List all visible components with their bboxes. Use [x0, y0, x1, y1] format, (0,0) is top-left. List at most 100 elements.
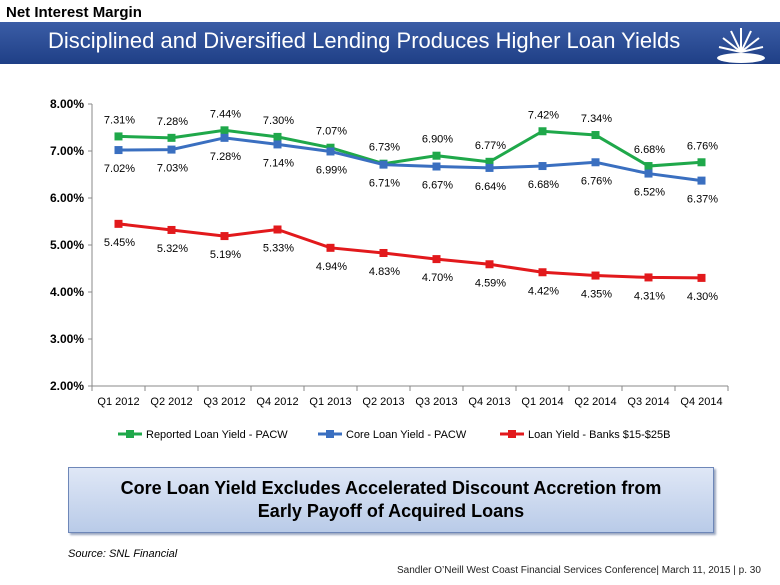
data-point	[273, 140, 282, 149]
loan-yield-chart: 2.00% 3.00% 4.00% 5.00% 6.00% 7.00% 8.00% Q1 20…	[50, 97, 729, 441]
x-tick-label: Q4 2012	[256, 396, 298, 408]
data-point	[644, 273, 653, 282]
x-tick-label: Q3 2012	[203, 396, 245, 408]
data-label: 4.70%	[422, 272, 453, 284]
data-point	[114, 146, 123, 155]
source-note: Source: SNL Financial	[68, 548, 178, 560]
data-label: 5.33%	[263, 242, 294, 254]
x-tick-label: Q1 2013	[309, 396, 351, 408]
data-label: 6.67%	[422, 180, 453, 192]
data-label: 6.68%	[528, 179, 559, 191]
legend-label: Core Loan Yield - PACW	[346, 429, 467, 441]
legend-marker	[326, 430, 334, 438]
data-point	[167, 133, 176, 142]
x-tick-label: Q1 2014	[521, 396, 563, 408]
data-label: 5.19%	[210, 249, 241, 261]
legend-marker	[508, 430, 516, 438]
y-tick-label: 4.00%	[50, 285, 84, 299]
series-line-2	[118, 222, 702, 280]
x-tick-label: Q2 2014	[574, 396, 616, 408]
data-label: 6.90%	[422, 134, 453, 146]
y-tick-label: 7.00%	[50, 144, 84, 158]
data-point	[114, 219, 123, 228]
callout-box: Core Loan Yield Excludes Accelerated Dis…	[68, 467, 714, 533]
title-bar	[0, 22, 780, 64]
data-point	[326, 147, 335, 156]
data-label: 7.44%	[210, 108, 241, 120]
data-label: 7.34%	[581, 113, 612, 125]
x-tick-label: Q3 2013	[415, 396, 457, 408]
data-point	[644, 169, 653, 178]
x-tick-label: Q2 2012	[150, 396, 192, 408]
data-label: 7.03%	[157, 163, 188, 175]
data-label: 6.71%	[369, 178, 400, 190]
x-tick-label: Q1 2012	[97, 396, 139, 408]
data-label: 6.37%	[687, 194, 718, 206]
series-line-1	[118, 136, 702, 183]
data-label: 6.76%	[687, 140, 718, 152]
callout-text: Core Loan Yield Excludes Accelerated Dis…	[120, 478, 662, 521]
data-point	[538, 162, 547, 171]
y-tick-label: 6.00%	[50, 191, 84, 205]
y-tick-label: 2.00%	[50, 379, 84, 393]
data-label: 5.45%	[104, 237, 135, 249]
data-point	[697, 158, 706, 167]
x-tick-label: Q2 2013	[362, 396, 404, 408]
data-point	[167, 225, 176, 234]
data-label: 7.14%	[263, 157, 294, 169]
data-label: 6.68%	[634, 144, 665, 156]
data-label: 4.94%	[316, 261, 347, 273]
data-point	[644, 162, 653, 171]
data-point	[485, 163, 494, 172]
x-tick-label: Q4 2014	[680, 396, 722, 408]
data-label: 7.42%	[528, 109, 559, 121]
data-label: 7.31%	[104, 114, 135, 126]
x-tick-label: Q4 2013	[468, 396, 510, 408]
legend-marker	[126, 430, 134, 438]
data-label: 4.35%	[581, 289, 612, 301]
data-label: 7.02%	[104, 163, 135, 175]
data-label: 6.73%	[369, 142, 400, 154]
data-point	[326, 243, 335, 252]
data-point	[538, 268, 547, 277]
data-point	[591, 158, 600, 167]
x-tick-label: Q3 2014	[627, 396, 669, 408]
footer-text: Sandler O’Neill West Coast Financial Ser…	[397, 565, 761, 576]
data-label: 4.83%	[369, 266, 400, 278]
data-label: 7.07%	[316, 126, 347, 138]
data-point	[485, 157, 494, 166]
page-title: Disciplined and Diversified Lending Prod…	[48, 28, 681, 53]
data-label: 5.32%	[157, 243, 188, 255]
data-label: 6.77%	[475, 140, 506, 152]
data-label: 6.64%	[475, 181, 506, 193]
data-point	[485, 260, 494, 269]
data-point	[432, 255, 441, 264]
y-tick-label: 5.00%	[50, 238, 84, 252]
series-line-0	[118, 128, 702, 168]
data-point	[591, 131, 600, 140]
data-point	[220, 126, 229, 135]
data-label: 4.30%	[687, 291, 718, 303]
data-point	[273, 225, 282, 234]
data-label: 6.76%	[581, 175, 612, 187]
data-label: 6.99%	[316, 164, 347, 176]
data-label: 6.52%	[634, 187, 665, 199]
data-point	[591, 271, 600, 280]
data-point	[114, 132, 123, 141]
data-point	[697, 273, 706, 282]
section-label: Net Interest Margin	[6, 4, 142, 21]
data-label: 7.28%	[210, 151, 241, 163]
data-point	[538, 127, 547, 136]
legend-label: Loan Yield - Banks $15-$25B	[528, 429, 671, 441]
company-logo-icon	[717, 28, 765, 63]
data-label: 7.30%	[263, 115, 294, 127]
legend-label: Reported Loan Yield - PACW	[146, 429, 288, 441]
data-point	[273, 132, 282, 141]
data-point	[697, 176, 706, 185]
data-point	[432, 162, 441, 171]
data-point	[220, 232, 229, 241]
data-point	[167, 145, 176, 154]
data-label: 4.59%	[475, 277, 506, 289]
data-point	[379, 248, 388, 257]
y-tick-label: 3.00%	[50, 332, 84, 346]
